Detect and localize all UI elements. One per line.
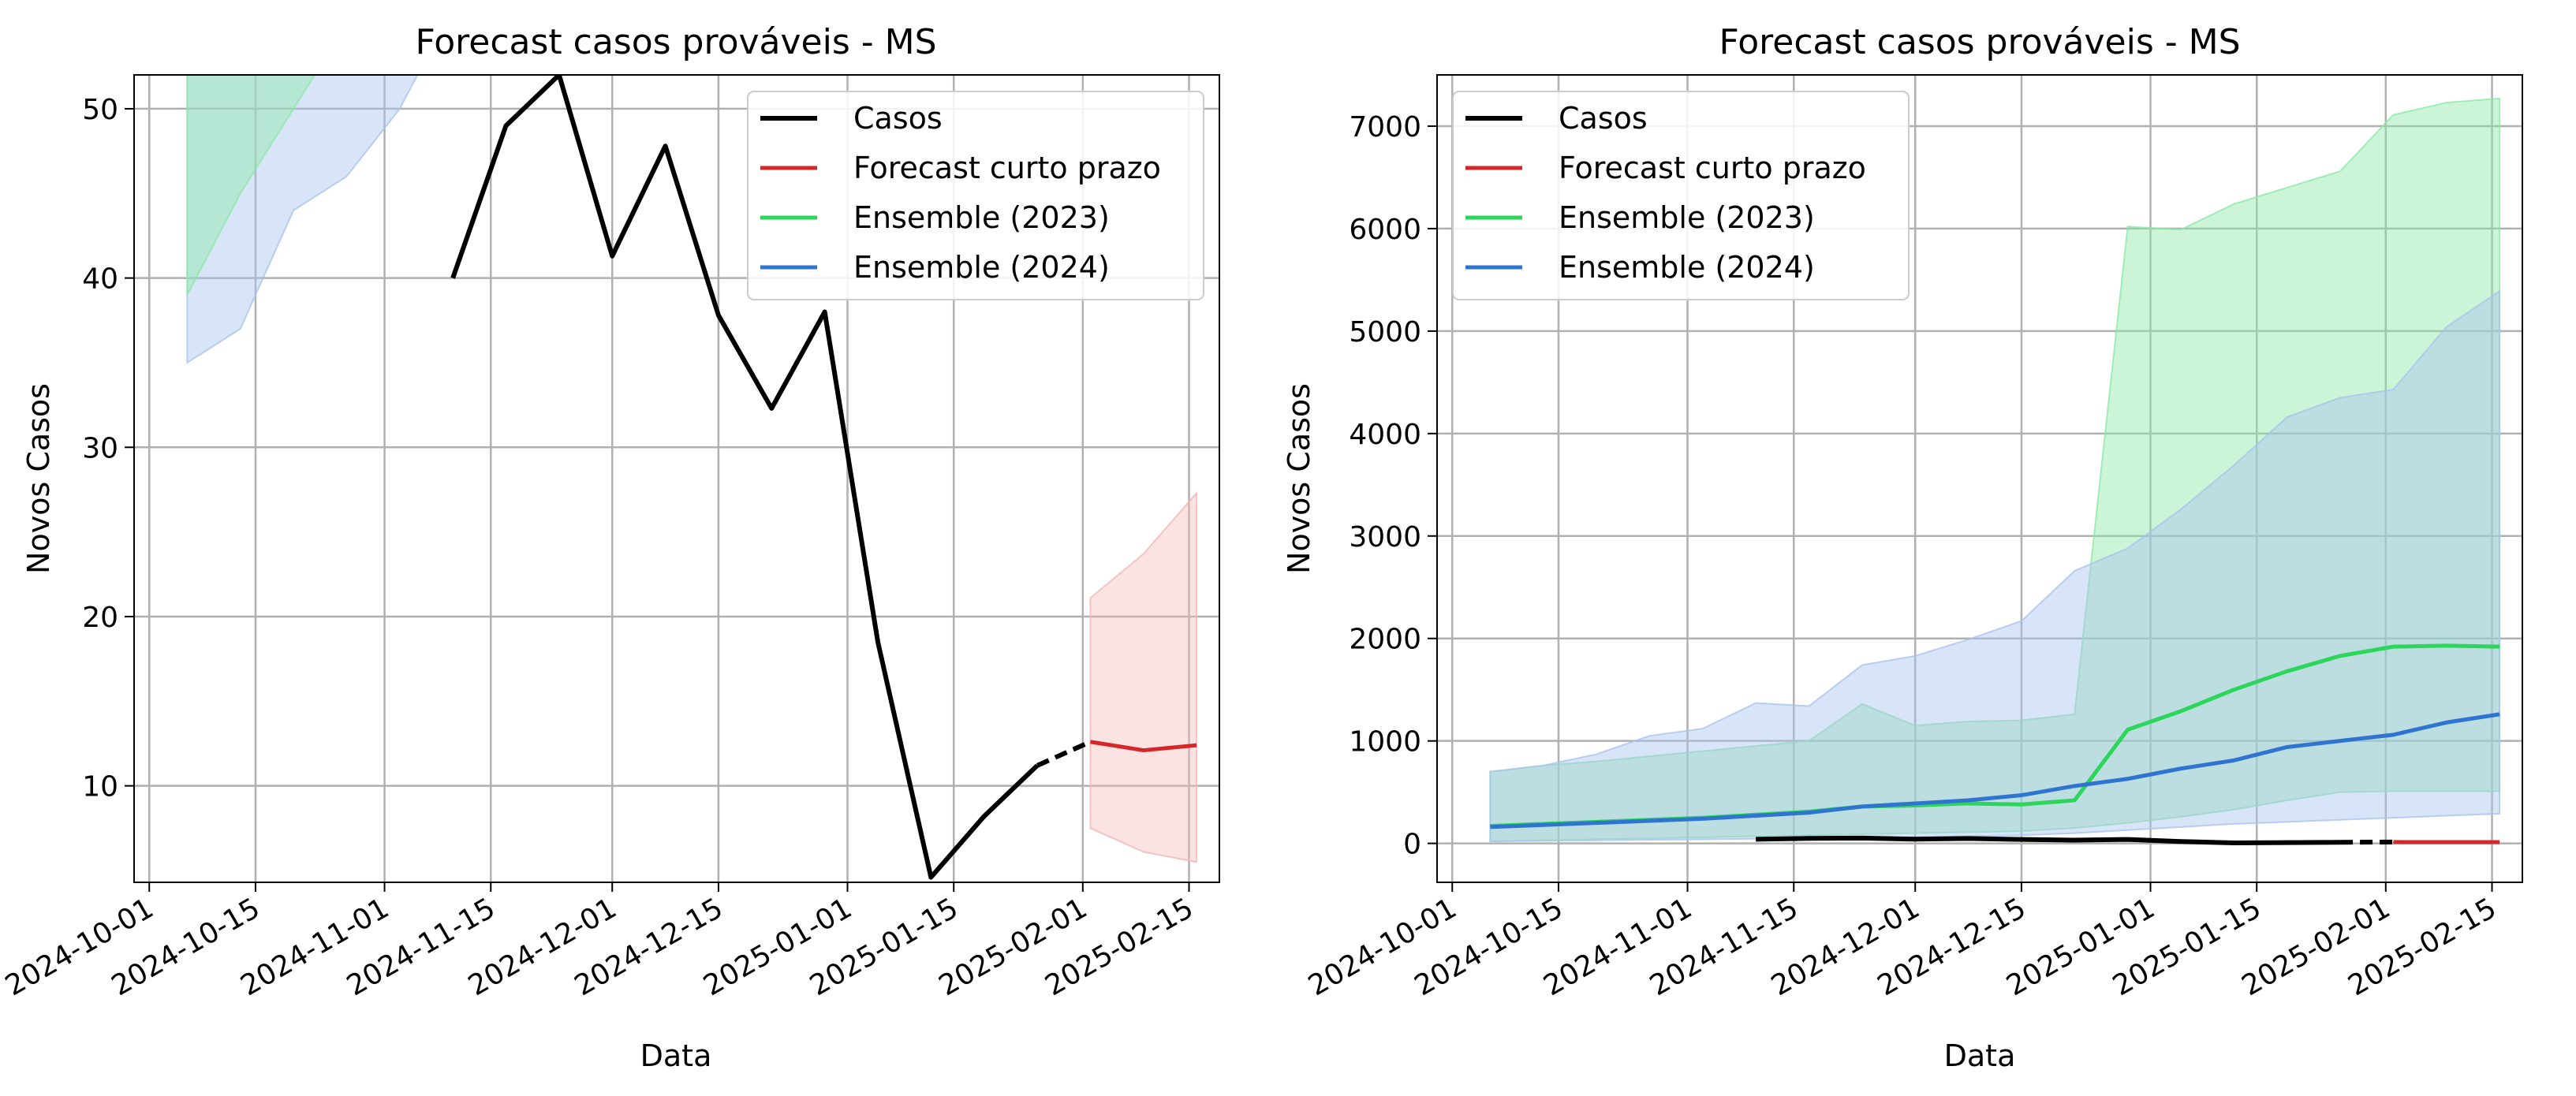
- right-chart-title: Forecast casos prováveis - MS: [1719, 22, 2240, 62]
- band-ens2023: [186, 75, 316, 296]
- left-legend: Casos Forecast curto prazo Ensemble (202…: [747, 91, 1204, 300]
- y-tick-label: 4000: [1349, 419, 1421, 451]
- y-tick-label: 1000: [1349, 726, 1421, 759]
- left-axes-frame: [133, 74, 1220, 883]
- series-casos-line: [1756, 835, 2341, 845]
- legend-label-ens2023: Ensemble (2023): [853, 200, 1110, 235]
- band-ens2024: [186, 75, 419, 364]
- y-tick-label: 7000: [1349, 111, 1421, 144]
- left-x-axis-label: Data: [640, 1038, 712, 1073]
- casos-projection-dash: [1036, 740, 1092, 768]
- right-x-axis-label: Data: [1944, 1038, 2016, 1073]
- right-y-axis-label: Novos Casos: [1282, 383, 1316, 574]
- series-forecast-line: [1090, 740, 1197, 753]
- series-ens2024-line: [1490, 712, 2500, 829]
- legend-label-ens2023: Ensemble (2023): [1559, 200, 1815, 235]
- legend-label-casos: Casos: [853, 101, 943, 136]
- band-forecast: [1089, 490, 1198, 863]
- legend-label-forecast: Forecast curto prazo: [1559, 151, 1866, 185]
- y-tick-label: 0: [1403, 829, 1421, 861]
- legend-label-ens2024: Ensemble (2024): [1559, 250, 1815, 285]
- y-tick-label: 10: [82, 771, 118, 803]
- legend-label-ens2024: Ensemble (2024): [853, 250, 1110, 285]
- left-gridlines: [134, 75, 1219, 882]
- left-chart-title: Forecast casos prováveis - MS: [415, 22, 936, 62]
- y-tick-label: 20: [82, 602, 118, 634]
- y-tick-label: 3000: [1349, 521, 1421, 554]
- y-tick-label: 6000: [1349, 214, 1421, 246]
- legend-label-casos: Casos: [1559, 101, 1648, 136]
- right-legend: Casos Forecast curto prazo Ensemble (202…: [1452, 91, 1910, 300]
- legend-label-forecast: Forecast curto prazo: [853, 151, 1161, 185]
- y-tick-label: 30: [82, 432, 118, 464]
- y-tick-label: 40: [82, 263, 118, 296]
- right-plot-area: [1489, 97, 2501, 845]
- left-plot-area: [186, 75, 1198, 880]
- y-tick-label: 2000: [1349, 624, 1421, 656]
- left-y-axis-label: Novos Casos: [21, 383, 56, 574]
- y-tick-label: 5000: [1349, 316, 1421, 349]
- series-casos-line: [450, 75, 1040, 880]
- right-axes-frame: [1436, 74, 2523, 883]
- y-tick-label: 50: [82, 94, 118, 126]
